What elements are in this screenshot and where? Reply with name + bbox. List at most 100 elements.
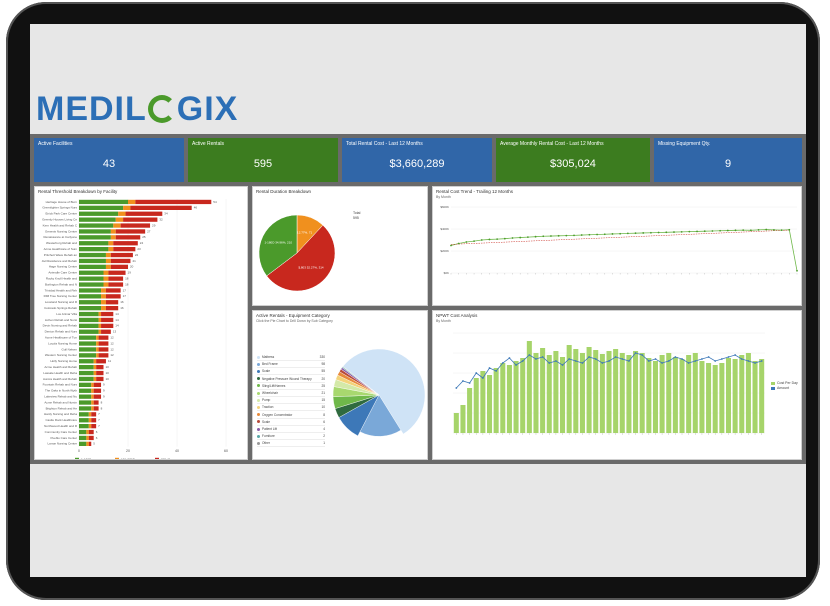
- bar-segment-red: [110, 264, 128, 269]
- category-row[interactable]: Wheelchair 21: [257, 391, 325, 397]
- kpi-missing-equipment[interactable]: Missing Equipment Qty. 9: [654, 138, 802, 182]
- trend-point: [788, 228, 791, 231]
- npwt-point: [601, 362, 604, 364]
- category-row[interactable]: Traction 10: [257, 405, 325, 412]
- x-tick-label: 40: [175, 449, 179, 453]
- category-row[interactable]: Patient Lift 4: [257, 427, 325, 433]
- bar-segment-orange: [98, 323, 102, 328]
- facility-label: Enick Park Care Center: [45, 212, 77, 216]
- category-row[interactable]: Sling/Lift/Harnes 25: [257, 384, 325, 390]
- npwt-point: [628, 360, 630, 362]
- bar-segment-orange: [113, 223, 121, 228]
- category-row[interactable]: Pump 15: [257, 398, 325, 405]
- bar-segment-red: [88, 435, 94, 441]
- category-row[interactable]: Furniture 2: [257, 434, 325, 441]
- facility-label: Greenly Houses Living Ce: [42, 218, 77, 222]
- trend-line-chart[interactable]: $600K $400K $200K $0K: [433, 187, 801, 305]
- category-dot-icon: [257, 362, 260, 366]
- duration-pie-chart[interactable]: 12.77%, 71 $,803 52.27%, 314 1-180D 34.96%…: [253, 187, 427, 305]
- npwt-bar: [573, 349, 579, 433]
- bar-segment-red: [110, 252, 133, 258]
- kpi-active-rentals[interactable]: Active Rentals 595: [188, 138, 338, 182]
- category-row[interactable]: Oxygen Concentrator 8: [257, 413, 325, 419]
- bar-segment-orange: [86, 435, 89, 441]
- npwt-bar: [540, 348, 546, 433]
- trend-point: [665, 231, 668, 234]
- bar-segment-orange: [101, 294, 106, 299]
- trend-point: [603, 233, 606, 236]
- bar-segment-green: [79, 329, 99, 334]
- bar-total-label: 12: [110, 341, 114, 345]
- category-pie-chart[interactable]: [329, 327, 429, 457]
- bar-total-label: 14: [115, 318, 119, 322]
- bar-total-label: 9: [103, 383, 105, 387]
- category-row[interactable]: Bed Frame 98: [257, 362, 325, 369]
- category-label: Mattress: [262, 355, 275, 359]
- trend-line: [450, 229, 798, 271]
- bar-segment-red: [125, 211, 163, 216]
- category-label: Pump: [262, 398, 271, 403]
- category-row[interactable]: Other 1: [257, 441, 325, 448]
- dashboard: Active Facilities 43 Active Rentals 595 …: [30, 134, 806, 577]
- npwt-point: [568, 358, 571, 360]
- bar-segment-red: [96, 376, 104, 382]
- bar-segment-green: [79, 429, 87, 435]
- bar-segment-orange: [93, 376, 97, 382]
- trend-point: [550, 235, 552, 237]
- npwt-point: [462, 380, 464, 382]
- bar-segment-red: [105, 300, 119, 305]
- trend-point: [465, 241, 468, 243]
- bar-segment-red: [135, 199, 212, 205]
- bar-segment-green: [79, 282, 104, 287]
- bar-segment-red: [93, 388, 102, 393]
- trend-point: [719, 229, 722, 232]
- trend-point: [565, 234, 568, 237]
- trend-point: [526, 236, 529, 239]
- npwt-point: [481, 377, 484, 379]
- npwt-combo-chart[interactable]: [433, 311, 801, 459]
- npwt-bar: [633, 351, 639, 433]
- threshold-chart[interactable]: 0 20 40 60 Heritage House of Burn 54 Greenligh…: [35, 187, 247, 459]
- bar-segment-orange: [93, 359, 97, 364]
- npwt-bar: [533, 353, 539, 433]
- facility-label: Lassale Health and Reha: [43, 371, 77, 375]
- bar-segment-green: [79, 217, 116, 222]
- bar-segment-orange: [105, 252, 111, 258]
- bar-total-label: 21: [132, 259, 136, 263]
- kpi-active-facilities[interactable]: Active Facilities 43: [34, 138, 184, 182]
- npwt-point: [734, 354, 737, 356]
- npwt-point: [707, 356, 710, 358]
- kpi-value: 595: [253, 158, 273, 170]
- bar-total-label: 54: [213, 200, 217, 204]
- npwt-point: [614, 356, 617, 358]
- category-dot-icon: [257, 391, 260, 395]
- category-row[interactable]: Scale 6: [257, 420, 325, 426]
- facility-label: Greenlighter Springs Nurs: [42, 206, 77, 210]
- trend-point: [611, 233, 614, 235]
- bar-segment-orange: [96, 353, 99, 358]
- category-row[interactable]: Scale 55: [257, 369, 325, 376]
- npwt-point: [468, 382, 471, 384]
- category-row[interactable]: Mattress 330: [257, 355, 325, 361]
- npwt-point: [495, 370, 498, 372]
- bar-segment-green: [79, 235, 111, 240]
- bar-segment-orange: [123, 205, 131, 210]
- category-dot-icon: [257, 413, 260, 417]
- pie-slice-label: 1-180D 34.96%, 210: [265, 241, 293, 245]
- bar-segment-red: [91, 418, 97, 423]
- category-row[interactable]: Negative Pressure Wound Therapy 20: [257, 377, 325, 383]
- bar-segment-red: [110, 258, 131, 264]
- bar-total-label: 16: [120, 306, 124, 310]
- bar-segment-red: [105, 306, 119, 311]
- npwt-point: [714, 360, 717, 362]
- trend-point: [773, 228, 775, 231]
- legend-label: 181-270Day: [121, 458, 139, 459]
- category-label: Scale: [262, 419, 270, 424]
- npwt-bar: [686, 355, 692, 433]
- kpi-average-monthly-cost[interactable]: Average Monthly Rental Cost - Last 12 Mo…: [496, 138, 650, 182]
- npwt-bar: [566, 345, 572, 433]
- npwt-bar: [586, 347, 592, 433]
- npwt-point: [594, 358, 597, 360]
- kpi-total-rental-cost[interactable]: Total Rental Cost - Last 12 Months $3,66…: [342, 138, 492, 182]
- category-label: Sling/Lift/Harnes: [262, 383, 286, 388]
